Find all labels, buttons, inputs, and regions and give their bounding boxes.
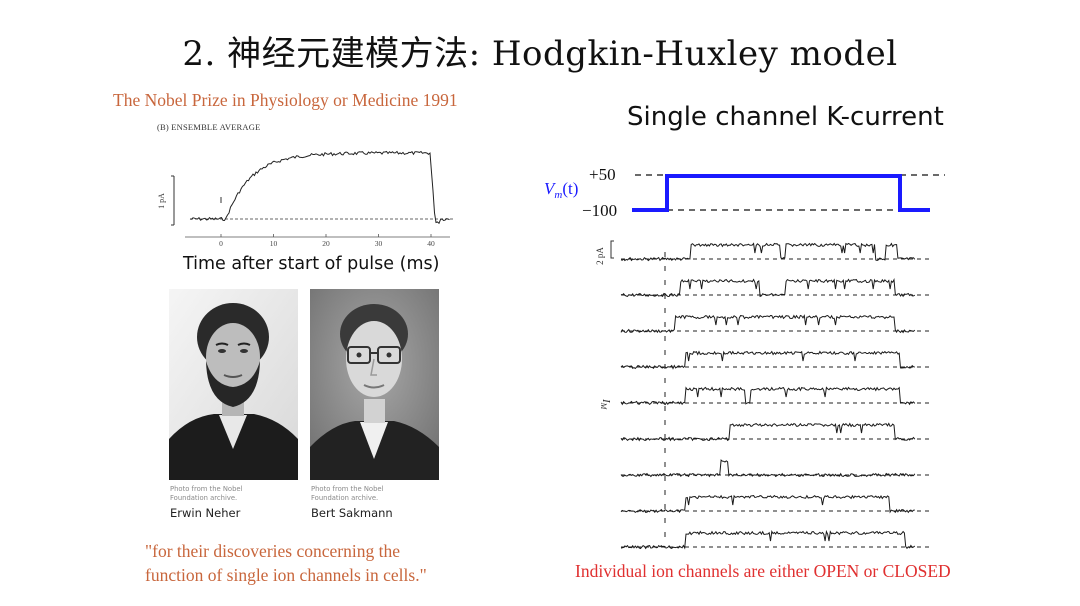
vm-label: Vm(t) <box>544 179 578 201</box>
single-channel-trace <box>620 350 915 370</box>
nobel-quote: "for their discoveries concerning the fu… <box>145 539 427 587</box>
credit-line: Foundation archive. <box>170 494 238 502</box>
single-channel-trace <box>620 459 916 478</box>
right-heading: Single channel K-current <box>627 102 944 132</box>
voltage-step <box>632 174 930 212</box>
credit-line: Foundation archive. <box>311 494 379 502</box>
x-tick-label: 0 <box>219 239 223 248</box>
photo-credit: Photo from the Nobel Foundation archive. <box>311 485 441 503</box>
y-scale-label: 1 pA <box>157 193 166 209</box>
quote-line: "for their discoveries concerning the <box>145 541 400 561</box>
bottom-caption: Individual ion channels are either OPEN … <box>575 561 951 581</box>
photo-bert-sakmann <box>310 289 439 480</box>
single-channel-trace <box>620 386 916 406</box>
x-tick-label: 20 <box>322 239 330 248</box>
credit-line: Photo from the Nobel <box>311 485 384 493</box>
single-channel-trace <box>620 314 916 334</box>
single-channel-trace <box>620 242 916 262</box>
ensemble-average-figure: 1 pA 0 10 20 30 40 <box>157 150 455 248</box>
single-channel-trace <box>620 494 915 514</box>
laureate-name: Erwin Neher <box>170 506 241 520</box>
scale-label: 2 pA <box>595 247 605 265</box>
single-channel-trace <box>620 277 916 298</box>
trace-group <box>620 242 930 550</box>
credit-line: Photo from the Nobel <box>170 485 243 493</box>
y-label: IM <box>599 398 612 411</box>
photo-credit: Photo from the Nobel Foundation archive. <box>170 485 300 503</box>
x-axis-title: Time after start of pulse (ms) <box>183 254 440 274</box>
ensemble-panel-label: (B) ENSEMBLE AVERAGE <box>157 122 261 132</box>
single-channel-trace <box>620 422 916 442</box>
x-tick-label: 30 <box>375 239 383 248</box>
scale-bar <box>610 240 614 259</box>
nobel-caption: The Nobel Prize in Physiology or Medicin… <box>113 90 458 110</box>
quote-line: function of single ion channels in cells… <box>145 565 427 585</box>
low-voltage-label: −100 <box>582 201 617 220</box>
x-tick-label: 10 <box>270 239 278 248</box>
laureate-name: Bert Sakmann <box>311 506 393 520</box>
voltage-protocol-figure: Vm(t) +50 −100 <box>544 165 945 220</box>
single-channel-figure: 2 pA IM <box>595 240 930 550</box>
slide-title: 2. 神经元建模方法: Hodgkin-Huxley model <box>182 34 898 74</box>
photo-erwin-neher <box>169 289 298 480</box>
single-channel-trace <box>620 529 916 550</box>
ensemble-trace <box>189 150 450 225</box>
high-voltage-label: +50 <box>589 165 616 184</box>
x-tick-label: 40 <box>427 239 435 248</box>
